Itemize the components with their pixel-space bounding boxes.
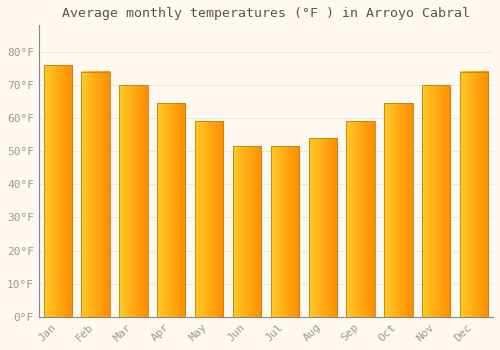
Bar xyxy=(195,121,224,317)
Bar xyxy=(82,72,110,317)
Bar xyxy=(270,146,299,317)
Bar xyxy=(308,138,337,317)
Bar xyxy=(422,85,450,317)
Bar xyxy=(119,85,148,317)
Bar xyxy=(384,103,412,317)
Bar xyxy=(460,72,488,317)
Bar xyxy=(233,146,261,317)
Bar xyxy=(157,103,186,317)
Bar xyxy=(346,121,375,317)
Title: Average monthly temperatures (°F ) in Arroyo Cabral: Average monthly temperatures (°F ) in Ar… xyxy=(62,7,470,20)
Bar xyxy=(44,65,72,317)
